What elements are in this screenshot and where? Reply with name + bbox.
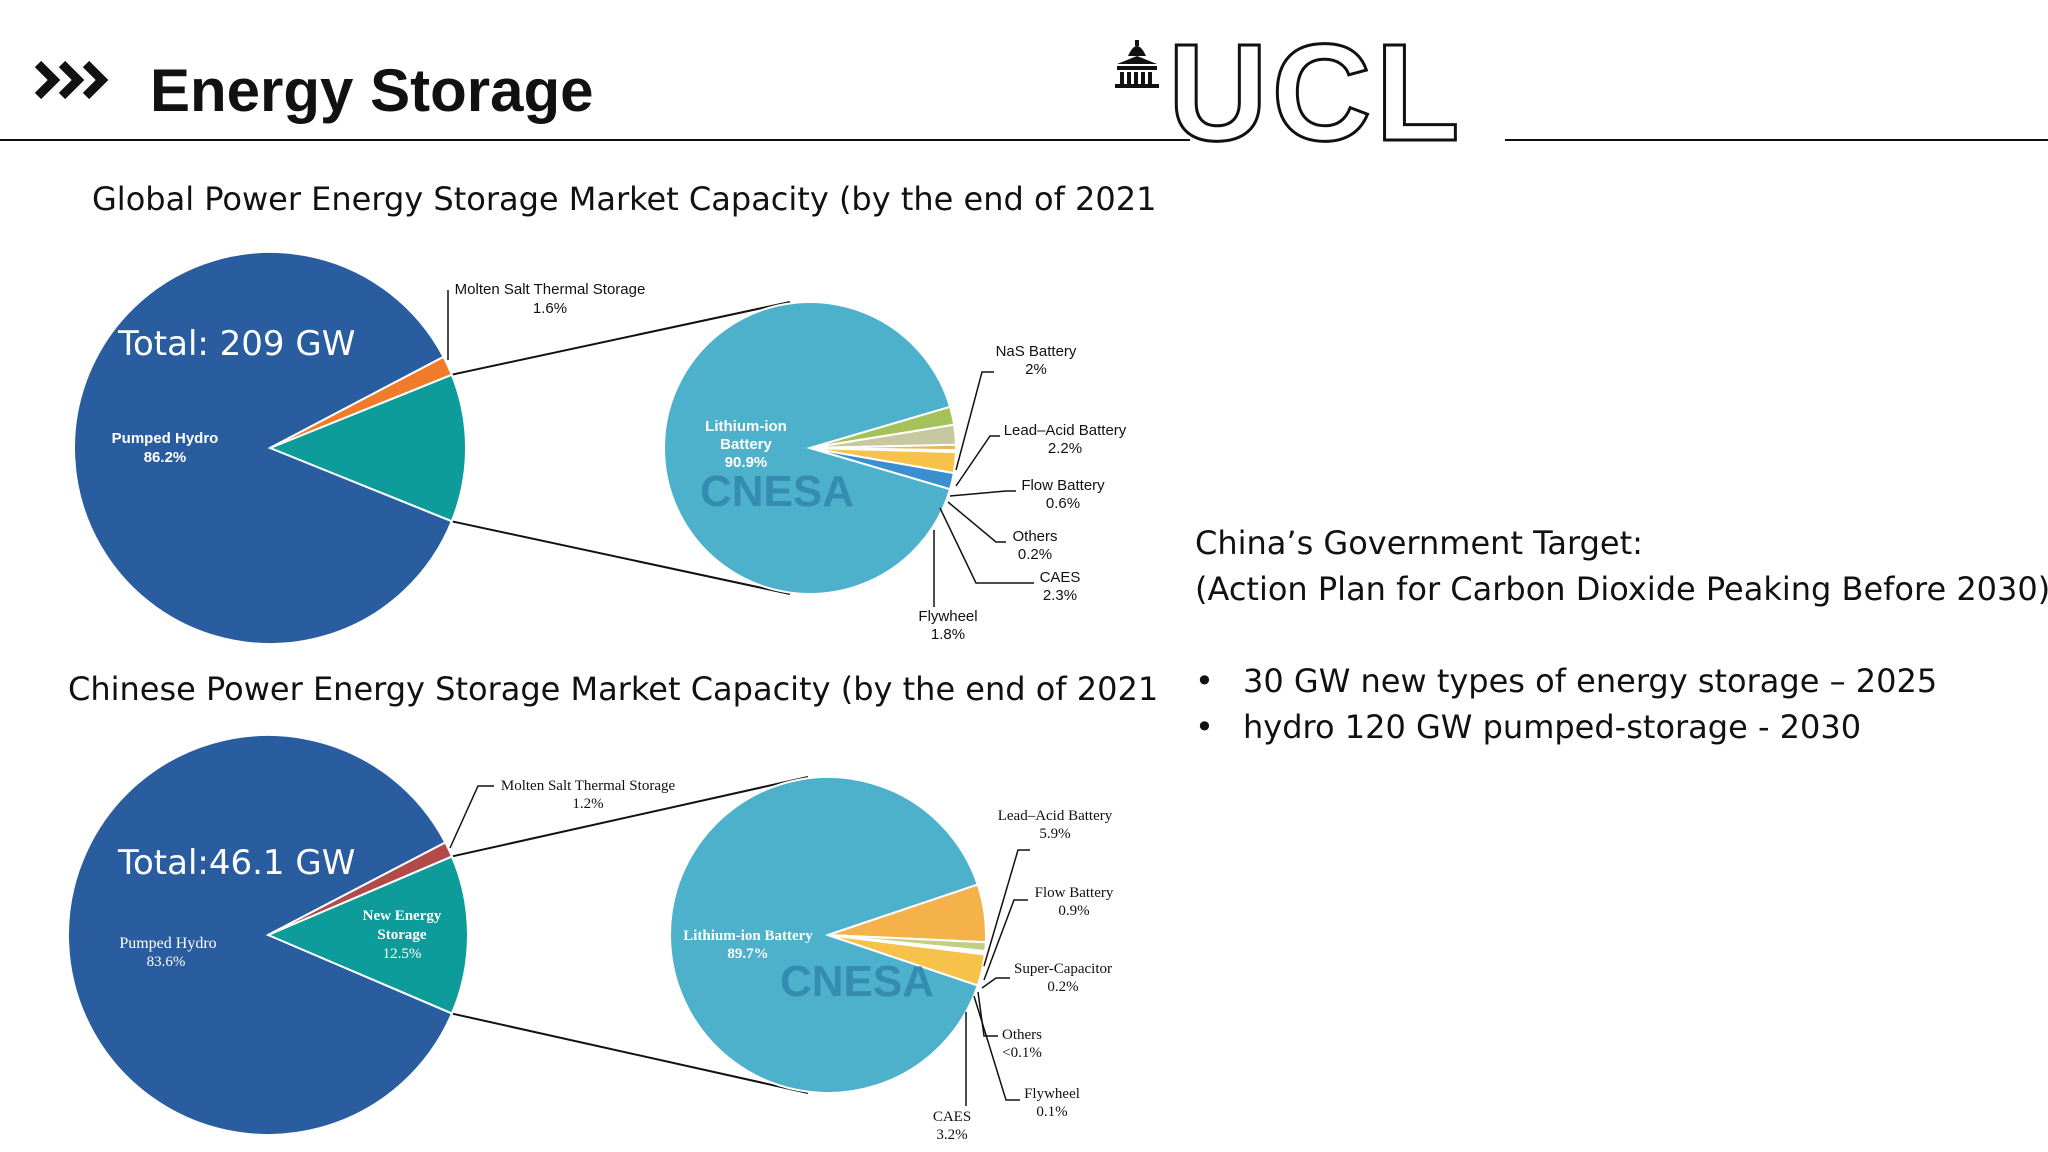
- breakdown-pie: [669, 776, 987, 1094]
- flow-battery-value: 0.9%: [1058, 903, 1089, 919]
- lead-acid-value: 2.2%: [1048, 440, 1082, 457]
- caes-name: CAES: [1040, 569, 1081, 586]
- target-subheading: (Action Plan for Carbon Dioxide Peaking …: [1195, 570, 2048, 608]
- target-bullet-2025: 30 GW new types of energy storage – 2025: [1195, 658, 2048, 704]
- breakdown-caes-slice: [827, 934, 986, 987]
- global-chart-title: Global Power Energy Storage Market Capac…: [92, 180, 1157, 218]
- china-storage-pie-chart: Pumped Hydro 83.6% New Energy Storage 12…: [67, 734, 1114, 1143]
- new-energy-value: 12.5%: [383, 946, 422, 962]
- caes-value: 3.2%: [936, 1127, 967, 1143]
- pumped-hydro-value: 86.2%: [144, 449, 187, 466]
- caes-leader: [939, 507, 1034, 584]
- target-list: 30 GW new types of energy storage – 2025…: [1195, 658, 2048, 750]
- flywheel-leader: [973, 995, 1020, 1101]
- molten-salt-value: 1.6%: [533, 300, 567, 317]
- new-energy-name-1: New Energy: [363, 908, 442, 924]
- cnesa-watermark: CNESA: [780, 957, 934, 1006]
- others-name: Others: [1012, 528, 1057, 545]
- target-bullet-2030: hydro 120 GW pumped-storage - 2030: [1195, 704, 2048, 750]
- main-molten-salt-thermal-storage-slice: [269, 355, 454, 449]
- caes-name: CAES: [933, 1109, 971, 1125]
- header-graphics: UCL: [0, 15, 2048, 150]
- cnesa-watermark: CNESA: [700, 467, 854, 516]
- breakdown-flywheel-slice: [809, 447, 955, 491]
- government-target: China’s Government Target: (Action Plan …: [1195, 520, 2048, 750]
- flywheel-value: 0.1%: [1036, 1104, 1067, 1120]
- nas-battery-value: 2%: [1025, 361, 1047, 378]
- super-capacitor-name: Super-Capacitor: [1014, 961, 1112, 977]
- page-title: Energy Storage: [150, 57, 594, 124]
- molten-salt-name: Molten Salt Thermal Storage: [501, 778, 676, 794]
- breakdown-lithium-ion-battery-slice: [663, 301, 952, 595]
- molten-salt-name: Molten Salt Thermal Storage: [455, 281, 646, 298]
- connector-lines: [451, 301, 791, 595]
- flow-leader: [949, 490, 1016, 497]
- flow-battery-name: Flow Battery: [1035, 885, 1114, 901]
- lead-acid-leader: [983, 849, 1030, 967]
- lithium-ion-name-1: Lithium-ion: [705, 418, 787, 435]
- main-slice-2-slice: [267, 373, 467, 523]
- main-pumped-hydro-slice: [73, 251, 454, 645]
- lead-acid-name: Lead–Acid Battery: [1004, 422, 1127, 439]
- molten-salt-value: 1.2%: [572, 796, 603, 812]
- main-molten-salt-thermal-storage-slice: [267, 841, 454, 936]
- connector-bottom-line: [451, 1012, 809, 1094]
- lead-acid-name: Lead–Acid Battery: [998, 808, 1113, 824]
- global-total-label: Total: 209 GW: [118, 324, 356, 364]
- chevrons-icon: [34, 60, 109, 100]
- connector-top-line: [451, 776, 809, 858]
- molten-salt-leader: [449, 785, 494, 849]
- lead-acid-value: 5.9%: [1039, 826, 1070, 842]
- main-pie: [67, 734, 469, 1136]
- super-capacitor-leader: [981, 977, 1010, 989]
- main-pie: [73, 251, 467, 645]
- others-value: <0.1%: [1002, 1045, 1042, 1061]
- lithium-ion-value: 89.7%: [727, 946, 768, 962]
- china-chart-title: Chinese Power Energy Storage Market Capa…: [68, 670, 1159, 708]
- main-new-energy-storage-slice: [265, 855, 469, 1015]
- breakdown-lithium-ion-battery-slice: [669, 776, 979, 1094]
- ucl-portico-icon: [1115, 40, 1159, 88]
- china-total-label: Total:46.1 GW: [118, 843, 356, 883]
- labels: Pumped Hydro 83.6% New Energy Storage 12…: [119, 778, 1114, 1143]
- flow-battery-name: Flow Battery: [1021, 477, 1105, 494]
- nas-battery-name: NaS Battery: [996, 343, 1077, 360]
- lithium-ion-name: Lithium-ion Battery: [683, 928, 813, 944]
- connector-lines: [451, 776, 809, 1094]
- flow-battery-value: 0.6%: [1046, 495, 1080, 512]
- breakdown-pie: [663, 301, 957, 595]
- flywheel-name: Flywheel: [918, 608, 977, 625]
- caes-value: 2.3%: [1043, 587, 1077, 604]
- global-storage-pie-chart: Pumped Hydro 86.2% Molten Salt Thermal S…: [73, 251, 1127, 645]
- flywheel-value: 1.8%: [931, 626, 965, 643]
- nas-leader: [955, 371, 994, 471]
- others-value: 0.2%: [1018, 546, 1052, 563]
- connector-top-line: [451, 301, 791, 376]
- flow-leader: [983, 899, 1028, 981]
- labels: Pumped Hydro 86.2% Molten Salt Thermal S…: [112, 281, 1127, 643]
- target-heading: China’s Government Target:: [1195, 524, 1643, 562]
- new-energy-name-2: Storage: [377, 927, 426, 943]
- pumped-hydro-value: 83.6%: [147, 954, 186, 970]
- pumped-hydro-name: Pumped Hydro: [119, 935, 216, 952]
- lithium-ion-name-2: Battery: [720, 436, 772, 453]
- lithium-ion-value: 90.9%: [725, 454, 768, 471]
- ucl-logo: UCL: [1168, 16, 1464, 150]
- others-leader: [947, 501, 1006, 543]
- main-pumped-hydro-slice: [67, 734, 454, 1136]
- others-leader: [977, 991, 998, 1037]
- others-name: Others: [1002, 1027, 1042, 1043]
- pumped-hydro-name: Pumped Hydro: [112, 430, 219, 447]
- flywheel-name: Flywheel: [1024, 1086, 1080, 1102]
- super-capacitor-value: 0.2%: [1047, 979, 1078, 995]
- connector-bottom-line: [451, 520, 791, 595]
- lead-acid-leader: [955, 435, 1000, 487]
